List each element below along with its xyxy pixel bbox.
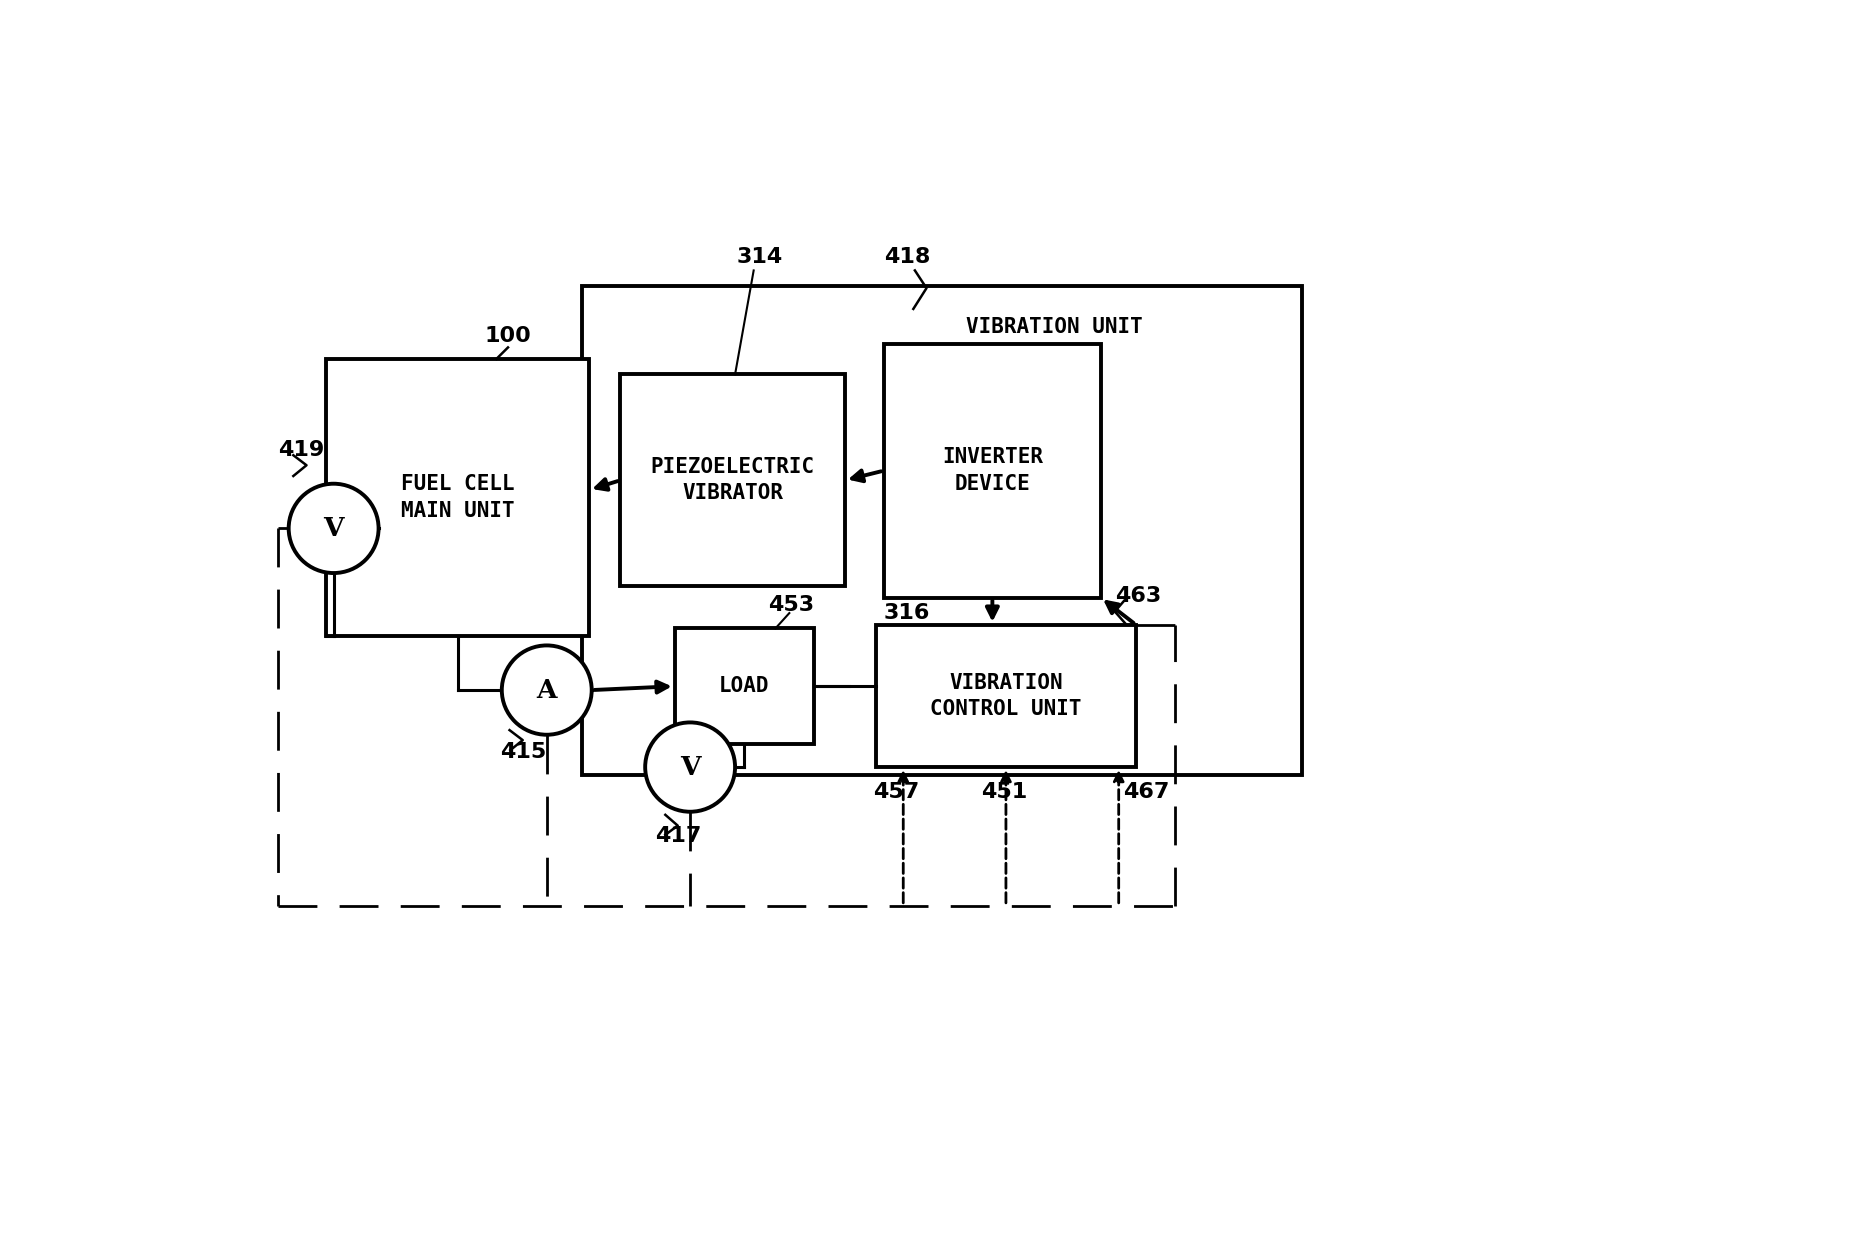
Text: A: A: [537, 677, 557, 703]
Bar: [326, 359, 589, 636]
Bar: [674, 628, 814, 744]
Text: 419: 419: [278, 439, 324, 460]
Text: 417: 417: [656, 826, 702, 846]
Circle shape: [289, 483, 378, 573]
Text: 451: 451: [980, 782, 1027, 802]
Bar: [581, 286, 1302, 774]
Bar: [620, 374, 846, 587]
Text: 457: 457: [874, 782, 918, 802]
Text: PIEZOELECTRIC
VIBRATOR: PIEZOELECTRIC VIBRATOR: [650, 457, 814, 504]
Text: 314: 314: [736, 247, 782, 267]
Text: LOAD: LOAD: [719, 676, 769, 696]
Text: 463: 463: [1114, 587, 1161, 606]
Text: V: V: [324, 516, 345, 541]
Text: 453: 453: [768, 596, 814, 616]
Text: 467: 467: [1123, 782, 1168, 802]
Text: VIBRATION UNIT: VIBRATION UNIT: [967, 317, 1142, 336]
Text: 316: 316: [883, 603, 930, 623]
Circle shape: [645, 723, 736, 812]
Text: V: V: [680, 754, 700, 779]
Text: INVERTER
DEVICE: INVERTER DEVICE: [943, 447, 1043, 494]
Text: 100: 100: [484, 326, 531, 346]
Text: FUEL CELL
MAIN UNIT: FUEL CELL MAIN UNIT: [401, 475, 514, 521]
Text: VIBRATION
CONTROL UNIT: VIBRATION CONTROL UNIT: [930, 672, 1082, 719]
Text: 418: 418: [883, 247, 930, 267]
Bar: [883, 344, 1101, 598]
Circle shape: [501, 646, 592, 735]
Text: 415: 415: [501, 742, 546, 762]
Bar: [876, 624, 1136, 767]
